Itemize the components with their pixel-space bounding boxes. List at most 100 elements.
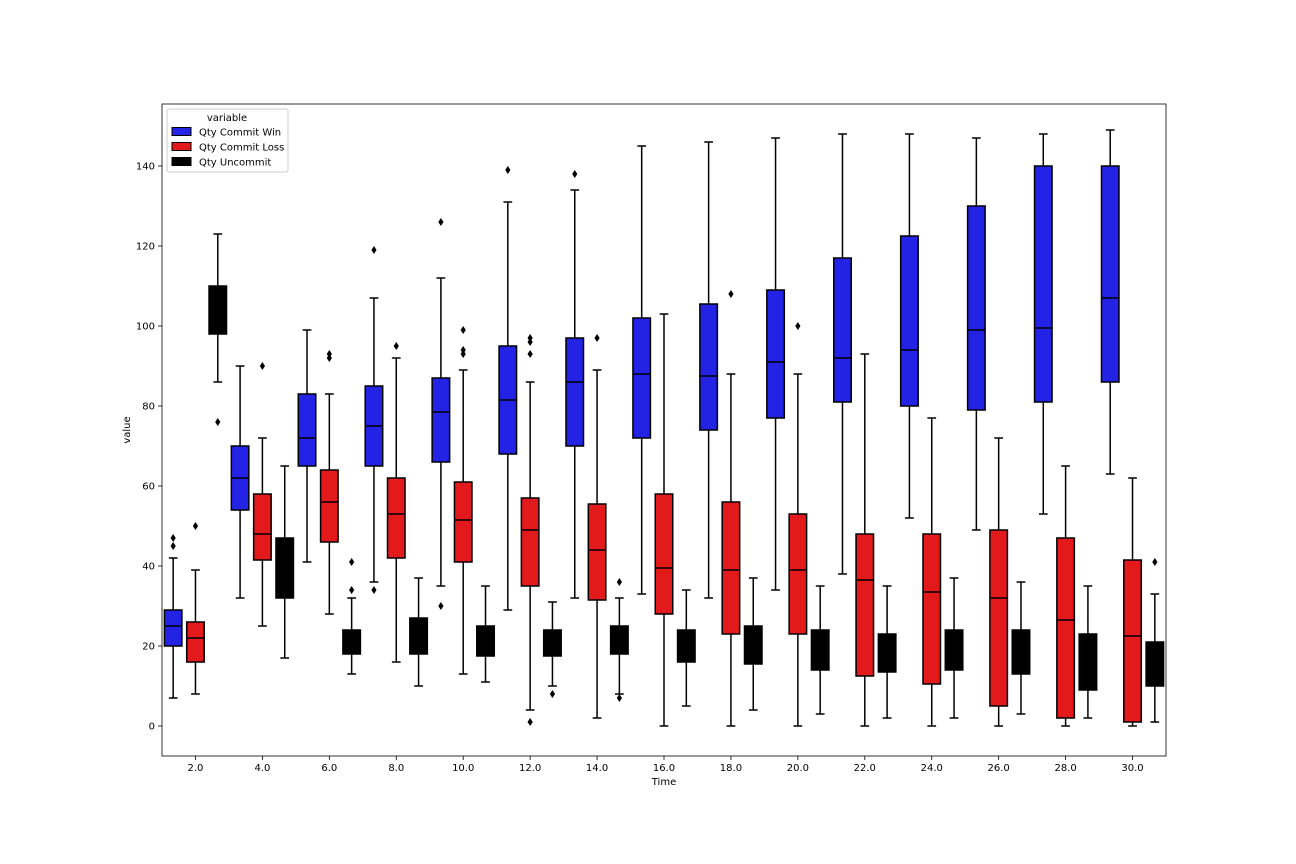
box bbox=[1100, 129, 1120, 475]
box-body bbox=[922, 533, 942, 685]
box bbox=[766, 137, 786, 591]
box bbox=[342, 558, 362, 675]
box-body bbox=[632, 317, 652, 439]
legend-swatch bbox=[171, 157, 192, 166]
box bbox=[1011, 581, 1031, 715]
box bbox=[275, 465, 295, 659]
outlier-point bbox=[527, 718, 533, 726]
x-tick-label: 24.0 bbox=[921, 763, 943, 774]
box-body bbox=[342, 629, 362, 655]
box-body bbox=[1033, 165, 1053, 403]
x-tick-label: 14.0 bbox=[586, 763, 608, 774]
outlier-point bbox=[505, 166, 511, 174]
outlier-point bbox=[349, 558, 355, 566]
box-body bbox=[832, 257, 852, 403]
outlier-point bbox=[616, 694, 622, 702]
outlier-point bbox=[594, 334, 600, 342]
box-body bbox=[877, 633, 897, 673]
x-axis: 2.0 4.0 6.0 8.0 10.0 12.0 14.0 16.0 18.0 20.0 22.0… bbox=[188, 756, 1144, 774]
outlier-point bbox=[326, 350, 332, 358]
outlier-point bbox=[259, 362, 265, 370]
box-body bbox=[275, 537, 295, 599]
outlier-point bbox=[460, 326, 466, 334]
box-body bbox=[431, 377, 451, 463]
box bbox=[810, 585, 830, 715]
y-tick-label: 140 bbox=[136, 162, 155, 173]
legend-swatch bbox=[171, 142, 192, 151]
boxes-layer bbox=[163, 129, 1165, 727]
box-body bbox=[654, 493, 674, 615]
y-tick-label: 60 bbox=[142, 482, 155, 493]
box-body bbox=[185, 621, 205, 663]
outlier-point bbox=[371, 246, 377, 254]
outlier-point bbox=[215, 418, 221, 426]
y-axis: 0 20 40 60 80 100 120 140 bbox=[136, 162, 162, 733]
legend-entry: Qty Commit Loss bbox=[199, 143, 284, 154]
box bbox=[498, 166, 518, 611]
box bbox=[542, 601, 562, 698]
box-body bbox=[609, 625, 629, 655]
box-body bbox=[453, 481, 473, 563]
box bbox=[185, 522, 205, 695]
outlier-point bbox=[527, 334, 533, 342]
box bbox=[1033, 133, 1053, 515]
box-body bbox=[163, 609, 183, 647]
box bbox=[609, 578, 629, 702]
legend-frame bbox=[166, 108, 289, 173]
box-body bbox=[899, 235, 919, 407]
box-body bbox=[587, 503, 607, 601]
box bbox=[1123, 477, 1143, 727]
outlier-point bbox=[170, 542, 176, 550]
x-tick-label: 12.0 bbox=[519, 763, 541, 774]
box-body bbox=[966, 205, 986, 411]
outlier-point bbox=[438, 602, 444, 610]
outlier-point bbox=[349, 586, 355, 594]
x-tick-label: 16.0 bbox=[653, 763, 675, 774]
box-body bbox=[721, 501, 741, 635]
x-axis-label: Time bbox=[651, 777, 676, 788]
box bbox=[922, 417, 942, 727]
x-tick-label: 6.0 bbox=[321, 763, 337, 774]
outlier-point bbox=[460, 346, 466, 354]
box-body bbox=[743, 625, 763, 665]
outlier-point bbox=[1152, 558, 1158, 566]
y-tick-label: 100 bbox=[136, 322, 155, 333]
x-tick-label: 4.0 bbox=[254, 763, 270, 774]
outlier-point bbox=[549, 690, 556, 698]
outlier-point bbox=[438, 218, 444, 226]
box bbox=[476, 585, 496, 683]
box bbox=[520, 334, 540, 726]
legend-entry: Qty Commit Win bbox=[199, 128, 281, 139]
series-qty-commit-win bbox=[163, 129, 1120, 699]
box bbox=[877, 585, 897, 719]
box bbox=[409, 577, 429, 687]
box bbox=[966, 137, 986, 531]
box bbox=[1078, 585, 1098, 719]
box-body bbox=[788, 513, 808, 635]
box bbox=[386, 342, 406, 663]
box bbox=[654, 313, 674, 727]
outlier-point bbox=[728, 290, 734, 298]
box bbox=[587, 334, 607, 719]
box-body bbox=[1056, 537, 1076, 719]
box bbox=[364, 246, 384, 594]
box bbox=[163, 534, 183, 699]
box bbox=[252, 362, 272, 627]
outlier-point bbox=[527, 350, 533, 358]
x-tick-label: 30.0 bbox=[1121, 763, 1143, 774]
y-tick-label: 80 bbox=[142, 402, 155, 413]
box bbox=[208, 233, 228, 426]
legend-swatch bbox=[171, 127, 192, 136]
box-body bbox=[855, 533, 875, 677]
x-tick-label: 22.0 bbox=[854, 763, 876, 774]
box bbox=[319, 350, 339, 615]
box bbox=[632, 145, 652, 595]
y-tick-label: 40 bbox=[142, 562, 155, 573]
box bbox=[230, 365, 250, 599]
outlier-point bbox=[170, 534, 176, 542]
series-qty-commit-loss bbox=[185, 290, 1143, 727]
legend-entry: Qty Uncommit bbox=[199, 158, 271, 169]
x-tick-label: 2.0 bbox=[188, 763, 204, 774]
box-body bbox=[409, 617, 429, 655]
